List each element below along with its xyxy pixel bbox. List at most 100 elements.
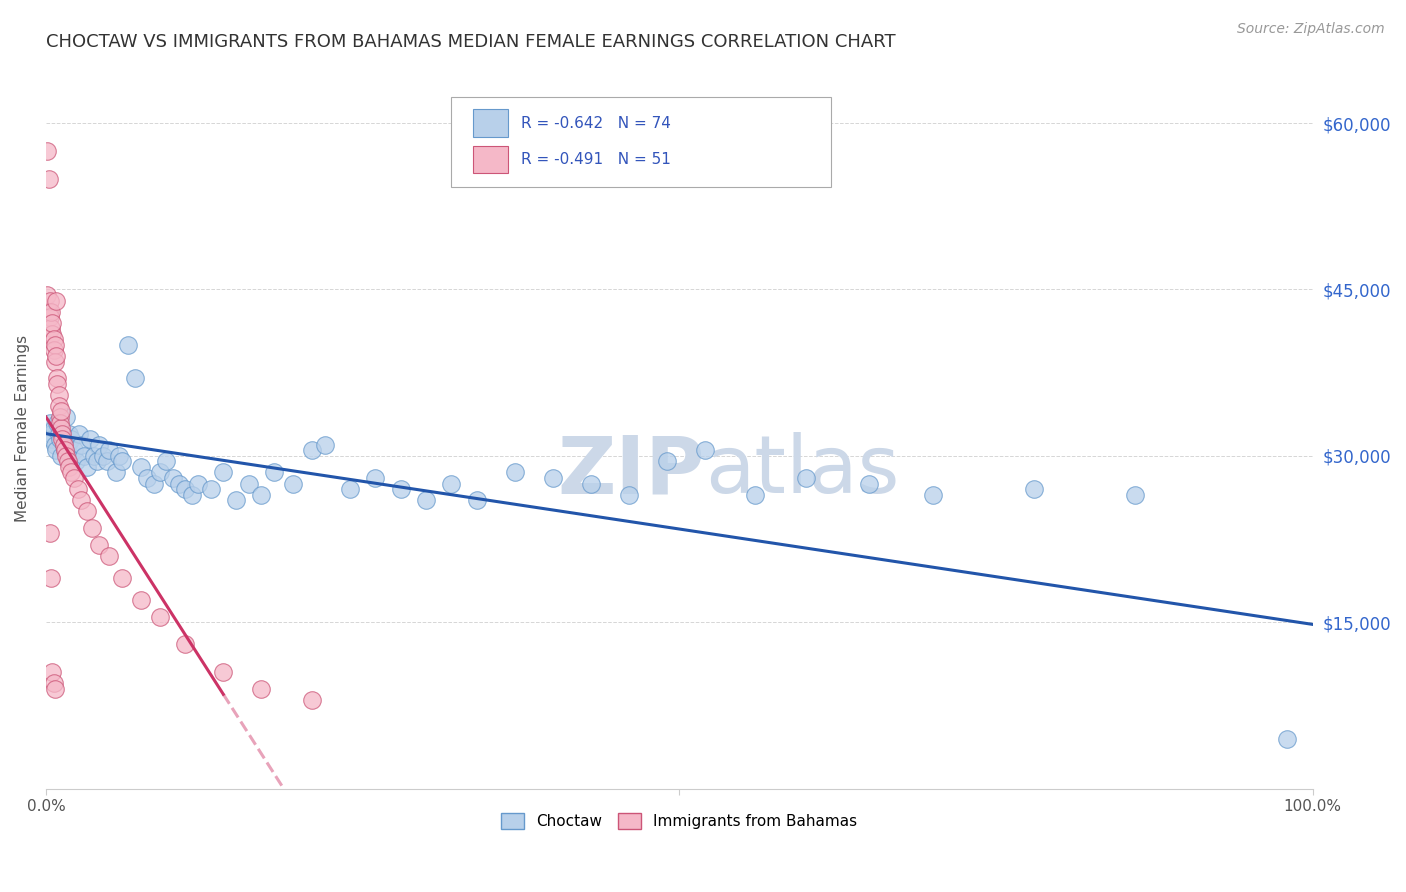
Point (63, 471, 86, 485)
Point (42, 332, 65, 346)
Point (794, 471, 817, 485)
Text: ZIP: ZIP (557, 433, 704, 510)
Point (339, 482, 361, 496)
Point (541, 471, 564, 485)
Point (59, 449, 82, 463)
Point (51, 426, 73, 441)
Point (70, 493, 93, 508)
Point (389, 482, 412, 496)
Point (91, 449, 114, 463)
Point (49, 416, 72, 430)
Point (39, 571, 62, 585)
Point (56, 438, 79, 452)
Point (51, 421, 73, 435)
Point (52, 438, 75, 452)
Point (174, 482, 197, 496)
Point (73, 449, 96, 463)
FancyBboxPatch shape (472, 145, 509, 173)
Point (858, 476, 880, 491)
Point (89, 537, 111, 551)
Point (76, 459, 98, 474)
Point (66, 482, 89, 496)
Point (42, 676, 65, 690)
Point (38, 416, 60, 430)
Point (76, 504, 98, 518)
Point (124, 371, 146, 385)
Point (55, 409, 77, 424)
Point (187, 476, 209, 491)
Point (60, 432, 83, 446)
Point (80, 521, 103, 535)
Point (48, 399, 70, 413)
Point (58, 459, 80, 474)
Point (44, 681, 66, 696)
Point (46, 371, 69, 385)
Point (212, 466, 235, 480)
Text: R = -0.642   N = 74: R = -0.642 N = 74 (522, 116, 671, 131)
Point (655, 454, 678, 468)
Point (174, 637, 197, 651)
Point (37, 304, 59, 318)
Point (1022, 482, 1045, 496)
Point (45, 443, 67, 458)
Point (744, 488, 766, 502)
Text: R = -0.491   N = 51: R = -0.491 N = 51 (522, 152, 671, 167)
Point (314, 438, 336, 452)
Point (45, 293, 67, 308)
Point (503, 466, 526, 480)
Point (48, 388, 70, 402)
Point (136, 471, 159, 485)
Point (67, 426, 90, 441)
Point (48, 426, 70, 441)
Point (83, 449, 105, 463)
Point (225, 493, 247, 508)
Point (149, 609, 172, 624)
Point (212, 665, 235, 679)
Point (142, 476, 165, 491)
Point (39, 304, 62, 318)
Point (104, 466, 127, 480)
Point (98, 549, 121, 563)
Point (38, 310, 60, 325)
Point (238, 476, 260, 491)
FancyBboxPatch shape (451, 96, 831, 186)
Point (200, 482, 222, 496)
Text: Source: ZipAtlas.com: Source: ZipAtlas.com (1237, 22, 1385, 37)
Point (129, 593, 152, 607)
Point (41, 432, 63, 446)
Point (39, 426, 62, 441)
FancyBboxPatch shape (472, 110, 509, 136)
Point (162, 471, 184, 485)
Point (440, 476, 463, 491)
Point (149, 466, 172, 480)
Point (51, 404, 73, 418)
Point (46, 376, 69, 391)
Point (180, 488, 202, 502)
Point (41, 665, 63, 679)
Point (65, 454, 87, 468)
Point (167, 476, 190, 491)
Point (41, 316, 63, 330)
Point (117, 338, 139, 352)
Point (44, 338, 66, 352)
Point (129, 459, 152, 474)
Point (51, 449, 73, 463)
Point (415, 493, 437, 508)
Point (58, 426, 80, 441)
Point (55, 449, 77, 463)
Point (693, 443, 716, 458)
Text: CHOCTAW VS IMMIGRANTS FROM BAHAMAS MEDIAN FEMALE EARNINGS CORRELATION CHART: CHOCTAW VS IMMIGRANTS FROM BAHAMAS MEDIA… (46, 33, 896, 51)
Point (301, 443, 323, 458)
Point (465, 493, 488, 508)
Point (44, 438, 66, 452)
Point (46, 416, 69, 430)
Point (250, 488, 273, 502)
Point (38, 293, 60, 308)
Point (37, 144, 59, 158)
Point (37, 171, 59, 186)
Point (86, 454, 108, 468)
Point (1123, 488, 1146, 502)
Point (263, 466, 285, 480)
Point (39, 321, 62, 335)
Point (89, 438, 111, 452)
